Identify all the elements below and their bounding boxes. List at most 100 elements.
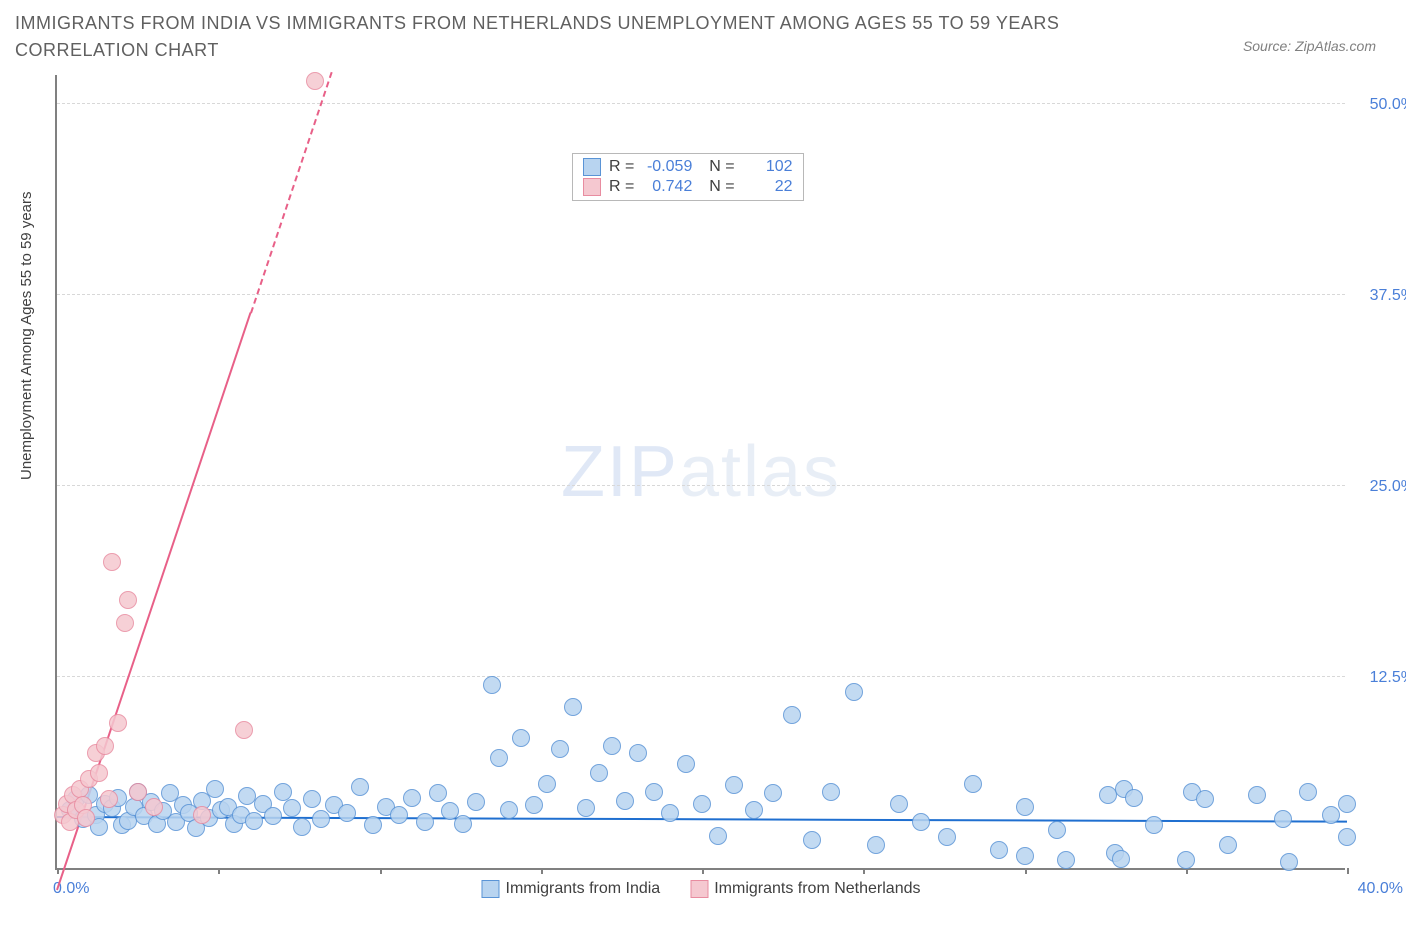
data-point — [764, 784, 782, 802]
correlation-legend: R =-0.059 N =102 R =0.742 N =22 — [572, 153, 804, 201]
data-point — [264, 807, 282, 825]
y-tick-label: 12.5% — [1355, 669, 1406, 687]
data-point — [119, 591, 137, 609]
data-point — [1057, 851, 1075, 869]
data-point — [312, 810, 330, 828]
data-point — [1016, 847, 1034, 865]
watermark: ZIPatlas — [561, 431, 841, 513]
x-tick — [1025, 868, 1027, 874]
trend-line — [250, 72, 333, 313]
legend-item-india: Immigrants from India — [481, 880, 660, 898]
gridline — [57, 103, 1345, 104]
data-point — [96, 737, 114, 755]
data-point — [1248, 786, 1266, 804]
data-point — [145, 798, 163, 816]
x-tick — [702, 868, 704, 874]
y-axis-label: Unemployment Among Ages 55 to 59 years — [18, 191, 35, 480]
data-point — [206, 780, 224, 798]
x-tick — [57, 868, 59, 874]
data-point — [577, 799, 595, 817]
x-max-label: 40.0% — [1358, 880, 1403, 898]
data-point — [351, 778, 369, 796]
data-point — [783, 706, 801, 724]
legend-item-netherlands: Immigrants from Netherlands — [690, 880, 920, 898]
data-point — [1322, 806, 1340, 824]
data-point — [1112, 850, 1130, 868]
data-point — [1177, 851, 1195, 869]
data-point — [1125, 789, 1143, 807]
data-point — [990, 841, 1008, 859]
data-point — [964, 775, 982, 793]
legend-row-india: R =-0.059 N =102 — [583, 158, 793, 176]
data-point — [845, 683, 863, 701]
data-point — [1280, 853, 1298, 871]
y-tick-label: 25.0% — [1355, 478, 1406, 496]
data-point — [293, 818, 311, 836]
data-point — [500, 801, 518, 819]
data-point — [1219, 836, 1237, 854]
x-tick — [541, 868, 543, 874]
data-point — [1299, 783, 1317, 801]
data-point — [116, 614, 134, 632]
data-point — [1338, 828, 1356, 846]
data-point — [338, 804, 356, 822]
data-point — [245, 812, 263, 830]
data-point — [454, 815, 472, 833]
data-point — [490, 749, 508, 767]
data-point — [77, 809, 95, 827]
data-point — [364, 816, 382, 834]
data-point — [483, 676, 501, 694]
data-point — [283, 799, 301, 817]
data-point — [306, 72, 324, 90]
data-point — [616, 792, 634, 810]
data-point — [538, 775, 556, 793]
data-point — [403, 789, 421, 807]
data-point — [129, 783, 147, 801]
legend-row-netherlands: R =0.742 N =22 — [583, 178, 793, 196]
series-legend: Immigrants from India Immigrants from Ne… — [481, 880, 920, 898]
data-point — [629, 744, 647, 762]
data-point — [512, 729, 530, 747]
data-point — [912, 813, 930, 831]
x-tick — [218, 868, 220, 874]
data-point — [1274, 810, 1292, 828]
data-point — [822, 783, 840, 801]
data-point — [103, 553, 121, 571]
data-point — [1048, 821, 1066, 839]
data-point — [590, 764, 608, 782]
data-point — [274, 783, 292, 801]
data-point — [725, 776, 743, 794]
data-point — [745, 801, 763, 819]
gridline — [57, 485, 1345, 486]
data-point — [645, 783, 663, 801]
x-tick — [863, 868, 865, 874]
data-point — [90, 764, 108, 782]
chart-title: IMMIGRANTS FROM INDIA VS IMMIGRANTS FROM… — [15, 10, 1115, 64]
y-tick-label: 37.5% — [1355, 287, 1406, 305]
data-point — [803, 831, 821, 849]
swatch-netherlands — [583, 178, 601, 196]
data-point — [100, 790, 118, 808]
data-point — [677, 755, 695, 773]
data-point — [235, 721, 253, 739]
data-point — [109, 714, 127, 732]
data-point — [429, 784, 447, 802]
swatch-netherlands-icon — [690, 880, 708, 898]
data-point — [525, 796, 543, 814]
data-point — [303, 790, 321, 808]
data-point — [390, 806, 408, 824]
data-point — [1145, 816, 1163, 834]
swatch-india-icon — [481, 880, 499, 898]
data-point — [603, 737, 621, 755]
data-point — [890, 795, 908, 813]
data-point — [1338, 795, 1356, 813]
data-point — [551, 740, 569, 758]
data-point — [709, 827, 727, 845]
data-point — [661, 804, 679, 822]
scatter-plot: ZIPatlas R =-0.059 N =102 R =0.742 N =22… — [55, 75, 1345, 870]
y-tick-label: 50.0% — [1355, 96, 1406, 114]
data-point — [416, 813, 434, 831]
gridline — [57, 676, 1345, 677]
gridline — [57, 294, 1345, 295]
data-point — [938, 828, 956, 846]
